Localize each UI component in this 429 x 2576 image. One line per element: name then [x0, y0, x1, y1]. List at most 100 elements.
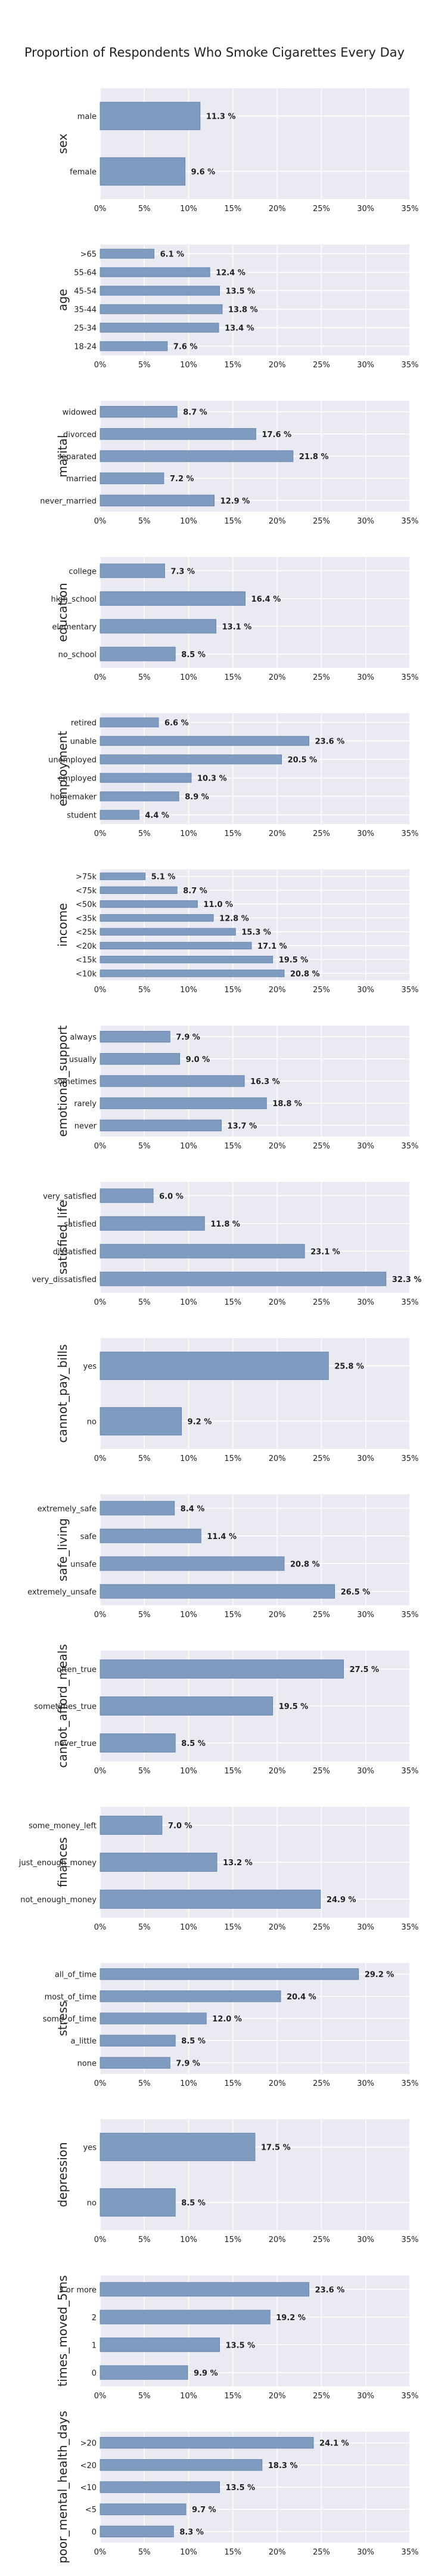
bar-sometimes [100, 1075, 245, 1087]
bar-value-label: 5.1 % [151, 873, 176, 882]
x-tick-label: 10% [180, 2236, 197, 2244]
y-tick-label: yes [83, 2144, 97, 2153]
bar-extremely_unsafe [100, 1584, 335, 1599]
x-tick-label: 10% [180, 361, 197, 370]
y-tick-label: unemployed [48, 756, 97, 765]
y-axis-label: safe_living [55, 1518, 70, 1581]
x-tick-label: 35% [402, 986, 419, 995]
x-tick-label: 15% [224, 1454, 241, 1463]
y-tick-label: 0 [92, 2528, 97, 2537]
x-tick-label: 10% [180, 2548, 197, 2557]
x-tick-label: 20% [269, 205, 286, 213]
x-tick-label: 35% [402, 517, 419, 526]
y-tick-label: satisfied [64, 1220, 97, 1229]
bar-student [100, 810, 139, 820]
x-tick-label: 25% [313, 517, 330, 526]
bar-high_school [100, 591, 246, 606]
x-tick-label: 25% [313, 1298, 330, 1307]
x-tick-label: 25% [313, 2236, 330, 2244]
x-tick-label: 10% [180, 1611, 197, 1620]
x-tick-label: 5% [138, 986, 151, 995]
bar-value-label: 19.2 % [276, 2314, 306, 2323]
bar-homemaker [100, 791, 179, 801]
y-axis-label: age [55, 289, 70, 311]
bar->20 [100, 2436, 314, 2449]
y-tick-label: >75k [76, 873, 97, 882]
bar-value-label: 17.5 % [261, 2144, 291, 2153]
y-axis-label: income [55, 903, 70, 946]
x-tick-label: 20% [269, 2236, 286, 2244]
x-tick-label: 0% [94, 205, 107, 213]
bar-always [100, 1030, 170, 1043]
x-tick-label: 30% [357, 829, 374, 838]
bar-value-label: 26.5 % [341, 1588, 371, 1597]
bar-married [100, 472, 164, 484]
bar-<20k [100, 942, 252, 950]
x-tick-label: 35% [402, 2392, 419, 2401]
x-tick-label: 15% [224, 361, 241, 370]
x-tick-label: 35% [402, 2548, 419, 2557]
bar-value-label: 23.6 % [315, 2286, 345, 2295]
y-tick-label: elementary [52, 623, 97, 631]
x-tick-label: 0% [94, 1454, 107, 1463]
x-tick-label: 35% [402, 1298, 419, 1307]
x-tick-label: 20% [269, 1767, 286, 1776]
x-tick-label: 5% [138, 1142, 151, 1151]
y-tick-label: unable [70, 738, 97, 747]
y-tick-label: no_school [58, 651, 97, 660]
bar-never_true [100, 1733, 176, 1753]
x-tick-label: 0% [94, 673, 107, 682]
x-tick-label: 5% [138, 829, 151, 838]
x-tick-label: 15% [224, 2392, 241, 2401]
x-tick-label: 5% [138, 205, 151, 213]
bar-sometimes_true [100, 1696, 273, 1716]
x-tick-label: 30% [357, 2548, 374, 2557]
x-tick-label: 20% [269, 1611, 286, 1620]
y-tick-label: <15k [76, 956, 97, 965]
x-tick-label: 20% [269, 986, 286, 995]
x-tick-label: 25% [313, 2079, 330, 2088]
x-tick-label: 0% [94, 2392, 107, 2401]
x-tick-label: 30% [357, 517, 374, 526]
y-tick-label: divorced [63, 431, 97, 439]
x-tick-label: 30% [357, 1767, 374, 1776]
y-tick-label: <50k [76, 900, 97, 909]
x-tick-label: 0% [94, 1767, 107, 1776]
y-tick-label: safe [80, 1532, 97, 1541]
y-axis-label: satisfied_life [55, 1200, 70, 1275]
x-tick-label: 10% [180, 673, 197, 682]
x-tick-label: 10% [180, 829, 197, 838]
bar-value-label: 9.6 % [191, 168, 216, 177]
bar-<20 [100, 2459, 263, 2471]
x-tick-label: 35% [402, 673, 419, 682]
bar-value-label: 20.4 % [287, 1993, 316, 2002]
bar-value-label: 12.8 % [219, 914, 249, 923]
bar-divorced [100, 428, 256, 440]
x-tick-label: 5% [138, 2079, 151, 2088]
x-tick-label: 5% [138, 2236, 151, 2244]
x-tick-label: 15% [224, 2079, 241, 2088]
y-tick-label: <25k [76, 928, 97, 937]
bar-value-label: 8.5 % [181, 2037, 206, 2046]
bar-<10 [100, 2481, 220, 2493]
x-tick-label: 5% [138, 517, 151, 526]
x-tick-label: 20% [269, 1142, 286, 1151]
x-tick-label: 20% [269, 2548, 286, 2557]
bar-value-label: 20.5 % [288, 756, 318, 765]
y-tick-label: unsafe [70, 1560, 97, 1569]
x-tick-label: 15% [224, 2236, 241, 2244]
bar-value-label: 11.4 % [207, 1532, 237, 1541]
bar-value-label: 4.4 % [145, 812, 169, 821]
x-tick-label: 30% [357, 1142, 374, 1151]
y-tick-label: no [87, 2199, 97, 2208]
bar-value-label: 21.8 % [299, 453, 329, 462]
bar-value-label: 9.0 % [186, 1055, 210, 1064]
plot-background-5 [100, 713, 410, 824]
plot-background-6 [100, 869, 410, 980]
x-tick-label: 20% [269, 2392, 286, 2401]
x-tick-label: 5% [138, 1767, 151, 1776]
x-tick-label: 10% [180, 1923, 197, 1932]
y-axis-label: employment [55, 731, 70, 807]
bar-yes [100, 2132, 256, 2162]
